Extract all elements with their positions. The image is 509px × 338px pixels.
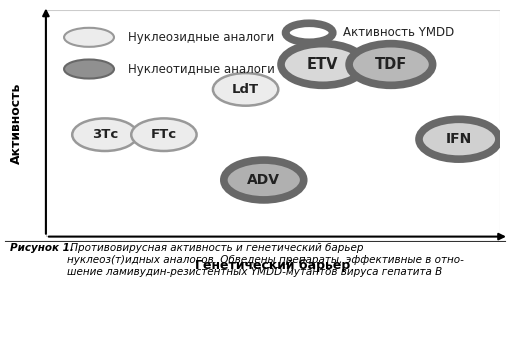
Text: Нуклеозидные аналоги: Нуклеозидные аналоги bbox=[127, 31, 273, 44]
Ellipse shape bbox=[285, 23, 332, 42]
Ellipse shape bbox=[64, 28, 114, 47]
Text: Активность YMDD: Активность YMDD bbox=[343, 26, 454, 39]
Ellipse shape bbox=[418, 119, 498, 159]
Ellipse shape bbox=[223, 160, 303, 200]
Text: Рисунок 1.: Рисунок 1. bbox=[10, 243, 74, 254]
Text: Генетический барьер: Генетический барьер bbox=[195, 259, 350, 272]
Text: ADV: ADV bbox=[247, 173, 280, 187]
Text: TDF: TDF bbox=[374, 57, 406, 72]
Text: FТс: FТс bbox=[151, 128, 177, 141]
Text: LdT: LdT bbox=[232, 83, 259, 96]
Ellipse shape bbox=[213, 73, 278, 106]
Text: IFN: IFN bbox=[445, 132, 471, 146]
Text: ETV: ETV bbox=[306, 57, 338, 72]
Ellipse shape bbox=[64, 59, 114, 78]
Text: 3Тс: 3Тс bbox=[92, 128, 118, 141]
Text: Активность: Активность bbox=[10, 83, 23, 164]
Text: Нуклеотидные аналоги: Нуклеотидные аналоги bbox=[127, 63, 274, 75]
Ellipse shape bbox=[131, 118, 196, 151]
Text: Противовирусная активность и генетический барьер
нуклеоз(т)идных аналогов. Обвед: Противовирусная активность и генетически… bbox=[66, 243, 463, 276]
Ellipse shape bbox=[72, 118, 137, 151]
Ellipse shape bbox=[349, 44, 432, 85]
Ellipse shape bbox=[280, 44, 364, 85]
